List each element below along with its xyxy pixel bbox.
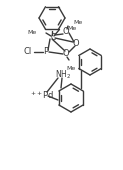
Text: Me: Me	[28, 30, 37, 35]
Text: $^{++}$Pd: $^{++}$Pd	[30, 89, 54, 101]
Text: O: O	[63, 49, 69, 58]
Text: O: O	[63, 28, 69, 37]
Text: Me: Me	[66, 66, 76, 71]
Text: Cl: Cl	[24, 47, 32, 56]
Text: Me: Me	[67, 26, 76, 30]
Text: P: P	[43, 47, 49, 56]
Text: C: C	[50, 32, 56, 41]
Text: O: O	[73, 39, 79, 48]
Text: NH$_2$: NH$_2$	[55, 69, 71, 81]
Text: Me: Me	[73, 21, 82, 26]
